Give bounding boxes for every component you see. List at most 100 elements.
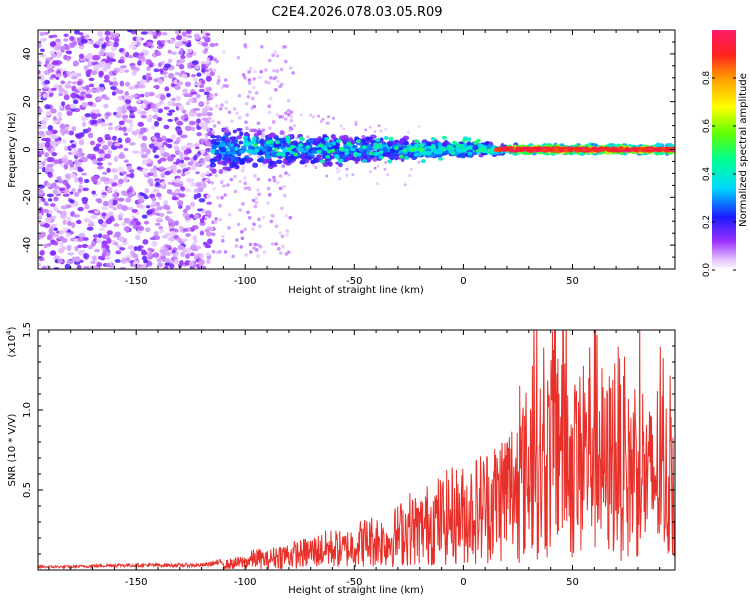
spectrogram-cell-1782 xyxy=(331,116,335,120)
spectrogram-cell-1165 xyxy=(45,110,52,117)
spectrogram-cell-3754 xyxy=(559,147,565,151)
spectrogram-cell-3787 xyxy=(635,146,641,150)
spectrogram-cell-3387 xyxy=(340,154,347,159)
spectrogram-cell-1324 xyxy=(125,227,130,233)
spectrogram-cell-1443 xyxy=(90,113,98,120)
spectrogram-cell-3301 xyxy=(284,154,290,161)
spectrogram-cell-898 xyxy=(137,198,145,204)
spectrogram-cell-3789 xyxy=(506,148,511,152)
spectrogram-cell-750 xyxy=(154,146,159,151)
spectrogram-cell-2999 xyxy=(285,151,291,156)
spectrogram-cell-1132 xyxy=(71,188,76,192)
spectrogram-cell-147 xyxy=(150,125,156,130)
spectrogram-cell-1306 xyxy=(120,190,126,196)
spectrogram-cell-687 xyxy=(185,101,191,106)
spectrogram-y-label: Frequency (Hz) xyxy=(7,112,18,188)
spectrogram-cell-3777 xyxy=(574,146,580,150)
spectrogram-cell-688 xyxy=(75,220,82,224)
spectrogram-cell-1495 xyxy=(38,189,45,196)
spectrogram-cell-3417 xyxy=(310,149,317,154)
spectrogram-cell-862 xyxy=(127,54,134,59)
spectrogram-cell-785 xyxy=(87,132,94,139)
spectrogram-cell-231 xyxy=(156,262,164,268)
spectrogram-cell-489 xyxy=(125,255,132,259)
spec-ytick-label-3: 20 xyxy=(22,95,33,108)
spectrogram-cell-1594 xyxy=(278,84,283,89)
spectrogram-cell-1657 xyxy=(204,48,208,52)
spectrogram-cell-1314 xyxy=(49,203,56,207)
spectrogram-cell-1548 xyxy=(256,254,260,258)
spectrogram-cell-1669 xyxy=(243,186,248,191)
spectrogram-cell-39 xyxy=(133,246,138,252)
spectrogram-cell-1810 xyxy=(299,113,303,117)
spec-ytick-label-2: 0 xyxy=(22,146,33,152)
spectrogram-cell-1819 xyxy=(351,173,355,177)
spectrogram-cell-1149 xyxy=(173,79,178,85)
spectrogram-cell-1206 xyxy=(142,168,149,172)
spectrogram-cell-3372 xyxy=(421,150,428,156)
spectrogram-cell-3407 xyxy=(472,144,479,151)
spectrogram-cell-1400 xyxy=(101,212,107,217)
spectrogram-cell-1625 xyxy=(257,75,262,80)
spectrogram-cell-3866 xyxy=(346,141,352,146)
spectrogram-cell-716 xyxy=(129,123,134,128)
spectrogram-cell-3266 xyxy=(361,142,367,147)
spectrogram-cell-1261 xyxy=(104,133,111,140)
spectrogram-cell-1170 xyxy=(120,258,128,264)
spectrogram-cell-3784 xyxy=(495,148,500,151)
spectrogram-cell-1055 xyxy=(171,163,177,170)
spectrogram-cell-1035 xyxy=(98,70,104,77)
spectrogram-cell-1613 xyxy=(266,186,271,191)
spectrogram-cell-1715 xyxy=(241,202,245,206)
spectrogram-cell-1751 xyxy=(275,54,280,58)
spectrogram-cell-1547 xyxy=(280,234,285,239)
spectrogram-cell-1198 xyxy=(61,158,69,162)
spectrogram-cell-1116 xyxy=(201,35,209,40)
spectrogram-cell-257 xyxy=(165,166,173,171)
spectrogram-cell-3730 xyxy=(574,149,580,153)
spectrogram-cell-372 xyxy=(193,188,199,193)
spectrogram-cell-1497 xyxy=(48,198,53,202)
spectrogram-cell-68 xyxy=(87,245,94,250)
spectrogram-cell-1563 xyxy=(267,110,272,115)
spectrogram-cell-1255 xyxy=(77,244,83,249)
spectrogram-cell-1319 xyxy=(206,127,211,132)
spectrogram-cell-530 xyxy=(74,176,79,183)
spectrogram-cell-3364 xyxy=(425,148,432,153)
spectrogram-cell-1496 xyxy=(97,148,105,154)
spectrogram-cell-1271 xyxy=(191,74,196,78)
spectrogram-cell-1650 xyxy=(240,236,245,241)
spectrogram-cell-3785 xyxy=(518,149,524,152)
spectrogram-cell-1245 xyxy=(62,193,70,197)
spectrogram-cell-1422 xyxy=(108,199,114,205)
spectrogram-cell-791 xyxy=(60,80,66,85)
spectrogram-cell-3788 xyxy=(555,150,560,153)
spectrogram-cell-243 xyxy=(132,106,138,112)
spectrogram-cell-1279 xyxy=(71,72,77,77)
spectrogram-cell-968 xyxy=(86,226,94,231)
spectrogram-cell-420 xyxy=(196,113,203,118)
spectrogram-cell-1525 xyxy=(220,103,224,107)
spectrogram-cell-3064 xyxy=(227,150,233,155)
spectrogram-cell-1108 xyxy=(83,217,91,223)
spectrogram-cell-1587 xyxy=(271,120,276,124)
spectrogram-cell-518 xyxy=(134,234,141,241)
spectrogram-cell-1066 xyxy=(78,139,85,146)
spectrogram-cell-1291 xyxy=(133,224,139,230)
spectrogram-cell-1585 xyxy=(272,175,276,180)
spectrogram-cell-1372 xyxy=(100,176,108,182)
spectrogram-cell-1148 xyxy=(102,66,108,72)
spectrogram-cell-1346 xyxy=(38,91,41,97)
spectrogram-cell-211 xyxy=(107,162,112,166)
spectrogram-cell-885 xyxy=(44,202,49,207)
snr-frame xyxy=(37,329,676,571)
spectrogram-cell-799 xyxy=(205,38,211,43)
spectrogram-cell-1576 xyxy=(289,119,294,123)
spectrogram-cell-719 xyxy=(90,260,96,264)
spectrogram-cell-1634 xyxy=(285,233,290,237)
spectrogram-cell-1301 xyxy=(201,79,206,85)
spectrogram-cell-1127 xyxy=(155,94,161,99)
spectrogram-cell-3796 xyxy=(393,146,399,151)
colorbar-tick-label-4: 0.8 xyxy=(702,71,712,86)
figure-title: C2E4.2026.078.03.05.R09 xyxy=(271,5,442,20)
